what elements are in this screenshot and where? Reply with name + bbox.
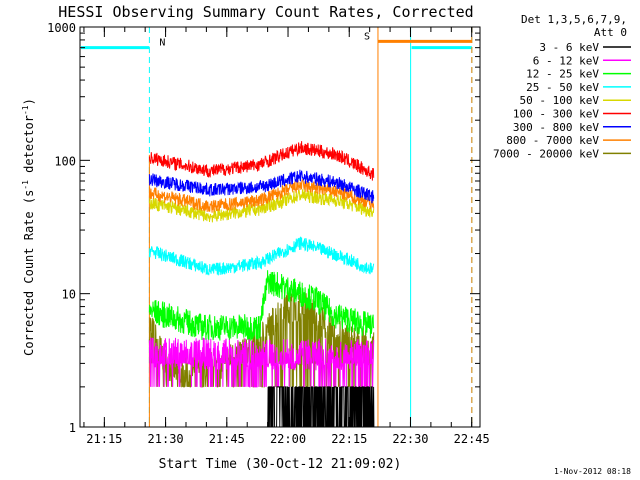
legend-label: 50 - 100 keV (520, 94, 600, 107)
y-label-sup-2: -1 (21, 105, 30, 115)
y-tick-label: 100 (54, 154, 76, 168)
legend-label: 3 - 6 keV (539, 41, 599, 54)
y-label-text-3: ) (22, 98, 36, 105)
legend-label: 300 - 800 keV (513, 121, 599, 134)
x-tick-label: 21:15 (86, 432, 122, 446)
chart-title: HESSI Observing Summary Count Rates, Cor… (58, 3, 473, 21)
x-tick-label: 22:15 (331, 432, 367, 446)
y-label-sup-1: -1 (21, 180, 30, 190)
y-label-text-1: Corrected Count Rate (s (22, 190, 36, 356)
y-axis-label: Corrected Count Rate (s-1 detector-1) (21, 98, 36, 356)
legend-label: 6 - 12 keV (533, 54, 600, 67)
footer-timestamp: 1-Nov-2012 08:18 (554, 467, 631, 476)
series-line-1 (148, 337, 375, 388)
axis-ticks: 1 10 100 1000 21:15 21:30 21:45 22:00 22:15 22:30… (47, 21, 490, 446)
legend-label: 100 - 300 keV (513, 108, 599, 121)
y-tick-label: 1000 (47, 21, 76, 35)
plot-frame (79, 26, 481, 428)
y-tick-label: 10 (62, 288, 76, 302)
legend-label: 800 - 7000 keV (506, 134, 599, 147)
x-tick-label: 22:45 (454, 432, 490, 446)
x-tick-label: 21:30 (148, 432, 184, 446)
saa-flag-label: S (364, 31, 370, 42)
y-label-text-2: detector (22, 115, 36, 180)
legend-label: 25 - 50 keV (526, 81, 599, 94)
series-line-5 (148, 141, 375, 181)
legend-attenuator: Att 0 (594, 26, 627, 39)
x-tick-label: 22:30 (392, 432, 428, 446)
plot-area: NS (79, 27, 473, 428)
legend-detectors: Det 1,3,5,6,7,9, (521, 13, 627, 26)
series-line-3 (148, 236, 375, 276)
series-line-0 (267, 386, 375, 428)
legend-label: 12 - 25 keV (526, 68, 599, 81)
x-tick-label: 21:45 (209, 432, 245, 446)
series-line-7 (148, 179, 375, 213)
night-flag-label: N (159, 38, 165, 49)
y-tick-label: 1 (69, 421, 76, 435)
legend-label: 7000 - 20000 keV (493, 147, 599, 160)
x-tick-label: 22:00 (270, 432, 306, 446)
series-line-2 (148, 270, 375, 341)
series-line-6 (148, 169, 375, 204)
x-axis-label: Start Time (30-Oct-12 21:09:02) (159, 457, 402, 472)
